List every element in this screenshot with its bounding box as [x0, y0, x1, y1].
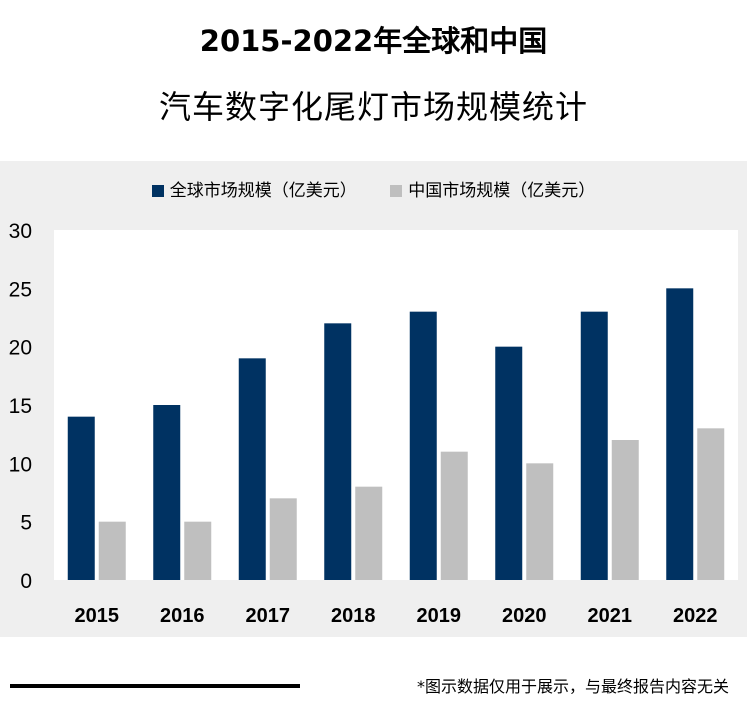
bar-global	[153, 405, 181, 580]
x-tick-label: 2019	[417, 605, 462, 627]
bar-china	[526, 463, 554, 580]
x-tick-label: 2016	[160, 605, 205, 627]
bar-china	[611, 440, 639, 580]
legend-label-china: 中国市场规模（亿美元）	[408, 181, 596, 201]
legend-swatch-global	[151, 185, 164, 197]
footnote-rule	[10, 684, 300, 688]
x-tick-label: 2020	[502, 605, 547, 627]
legend-swatch-china	[390, 185, 403, 197]
bar-china	[355, 486, 383, 580]
bar-china	[269, 498, 297, 580]
x-tick-label: 2022	[673, 605, 718, 627]
footnote: *图示数据仅用于展示，与最终报告内容无关	[416, 677, 729, 696]
bar-global	[666, 288, 694, 580]
bar-global	[495, 346, 523, 580]
y-tick-label: 30	[9, 220, 32, 243]
y-tick-label: 0	[20, 570, 32, 593]
bar-china	[440, 451, 468, 580]
y-tick-label: 15	[9, 395, 32, 418]
bar-china	[184, 521, 212, 580]
y-tick-label: 20	[9, 337, 32, 360]
bar-global	[409, 311, 437, 580]
x-tick-label: 2018	[331, 605, 376, 627]
chart-title-line2: 汽车数字化尾灯市场规模统计	[158, 88, 588, 126]
x-tick-label: 2015	[75, 605, 120, 627]
legend-item-china: 中国市场规模（亿美元）	[390, 176, 595, 201]
bar-global	[238, 358, 266, 580]
bar-global	[580, 311, 608, 580]
bar-china	[98, 521, 126, 580]
bar-china	[697, 428, 725, 580]
x-tick-label: 2017	[246, 605, 291, 627]
bar-global	[67, 416, 95, 580]
chart-title-line1: 2015-2022年全球和中国	[199, 24, 548, 58]
bar-global	[324, 323, 352, 580]
legend-label-global: 全球市场规模（亿美元）	[169, 181, 357, 201]
x-tick-label: 2021	[588, 605, 633, 627]
legend-item-global: 全球市场规模（亿美元）	[151, 176, 357, 201]
chart-legend: 全球市场规模（亿美元） 中国市场规模（亿美元）	[0, 176, 747, 201]
y-tick-label: 10	[9, 453, 32, 476]
y-tick-label: 5	[20, 512, 32, 535]
y-tick-label: 25	[9, 278, 32, 301]
